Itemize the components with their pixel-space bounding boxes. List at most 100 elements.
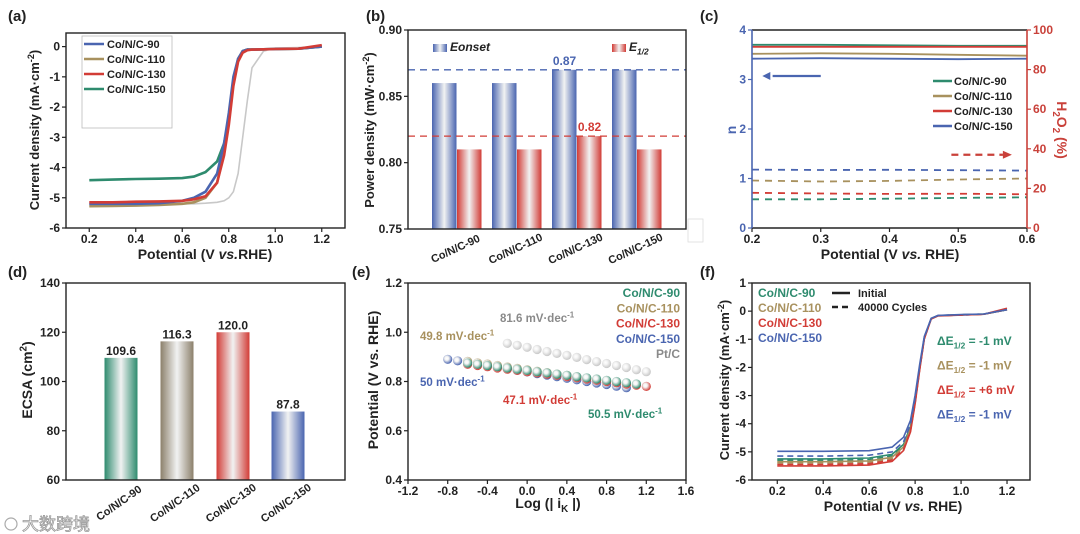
value-label: 116.3 — [162, 327, 192, 341]
y-tick-label: 3 — [739, 73, 746, 87]
delta-e-label: ΔE1/2 = -1 mV — [937, 359, 1012, 376]
text-segment: Current density (mA·cm — [717, 312, 732, 460]
text-segment: 1/2 — [954, 341, 966, 351]
category-label: Co/N/C-110 — [487, 232, 545, 267]
y2-tick-label: 20 — [1033, 181, 1047, 195]
x-tick-label: 1.6 — [678, 484, 695, 498]
text-segment: 2 — [18, 345, 29, 351]
x-tick-label: 1.0 — [267, 232, 284, 246]
data-point — [522, 342, 532, 352]
n-line — [751, 57, 1028, 61]
y-tick-label: -4 — [735, 417, 746, 431]
x-tick-label: 0.6 — [1019, 232, 1036, 246]
text-segment: ΔE — [937, 383, 954, 397]
x-tick-label: 1.2 — [313, 232, 330, 246]
bar — [104, 357, 138, 480]
data-point — [542, 346, 552, 357]
series-line — [89, 43, 322, 204]
data-point — [641, 367, 651, 377]
category-label: Co/N/C-130 — [547, 231, 605, 267]
text-segment: Potential — [138, 246, 201, 262]
data-point — [532, 344, 542, 355]
text-segment: -2 — [716, 304, 726, 312]
text-segment: -1 — [570, 392, 578, 401]
slope-annotation: 50 mV·dec-1 — [420, 374, 485, 389]
text-segment: 1/2 — [637, 47, 649, 57]
y-tick-label: 0 — [739, 304, 746, 318]
text-segment: (%) — [1054, 133, 1070, 159]
text-segment: 47.1 mV·dec — [503, 395, 571, 407]
data-point — [522, 365, 532, 375]
y-tick-label: 0.85 — [379, 89, 403, 103]
text-segment: ) — [362, 52, 377, 56]
series-line — [89, 45, 322, 182]
panel-label: (c) — [700, 8, 718, 25]
text-segment: = +6 mV — [965, 383, 1014, 397]
text-segment: -1 — [478, 374, 486, 383]
watermark: 大数跨境 — [22, 515, 90, 534]
data-point — [602, 375, 612, 385]
y-tick-label: 0.4 — [385, 473, 402, 487]
x-tick-label: 0.8 — [220, 232, 237, 246]
data-point — [542, 368, 552, 378]
y-axis-label: ECSA (cm2) — [18, 341, 35, 418]
x-tick-label: 0.8 — [598, 484, 615, 498]
legend-label: Co/N/C-130 — [954, 106, 1013, 118]
y-tick-label: -1 — [735, 332, 746, 346]
bar — [612, 69, 637, 229]
x-tick-label: 0.4 — [881, 232, 898, 246]
panel-d: (d) 109.6 Co/N/C-90 116.3 Co/N/C-110 120.0 Co/… — [4, 264, 346, 534]
text-segment: Power density (mW·cm — [362, 65, 377, 208]
data-point — [631, 365, 642, 375]
data-point — [512, 340, 522, 350]
y2-tick-label: 0 — [1033, 221, 1040, 235]
text-segment: Log (| i — [515, 495, 561, 511]
panel-label: (a) — [8, 8, 26, 25]
text-segment: 1/2 — [954, 414, 966, 424]
n-line — [751, 52, 1028, 57]
y-tick-label: 80 — [47, 424, 61, 438]
y-axis-label: Potential (V vs. RHE) — [365, 311, 381, 449]
text-segment: RHE) — [924, 498, 962, 514]
delta-e-label: ΔE1/2 = -1 mV — [937, 408, 1012, 425]
y-tick-label: -6 — [735, 473, 746, 487]
data-point — [621, 378, 632, 388]
text-segment: Potential (V vs. RHE) — [365, 311, 381, 449]
arrow-right-icon — [1002, 150, 1012, 159]
text-segment: 1/2 — [954, 390, 966, 400]
bar — [271, 411, 305, 480]
text-segment: RHE) — [238, 246, 272, 262]
h2o2-line — [751, 177, 1028, 183]
y-tick-label: 1 — [739, 172, 746, 186]
value-annotation: 0.82 — [578, 120, 602, 134]
x-tick-label: -0.8 — [437, 484, 458, 498]
arrow-left-icon — [762, 72, 771, 81]
text-segment: 1/2 — [954, 365, 966, 375]
y2-tick-label: 40 — [1033, 142, 1047, 156]
category-label: Co/N/C-130 — [204, 482, 259, 525]
legend-label: Co/N/C-110 — [617, 301, 681, 315]
x-axis-label: Potential (V vs. RHE) — [821, 246, 960, 262]
bar — [552, 69, 577, 229]
y-tick-label: 1.2 — [385, 276, 402, 290]
y-tick-label: 1.0 — [385, 325, 402, 339]
y-axis-label: Power density (mW·cm-2) — [361, 52, 377, 207]
legend-label: Co/N/C-150 — [616, 332, 680, 346]
legend-box — [81, 35, 173, 129]
category-label: Co/N/C-110 — [148, 482, 202, 525]
h2o2-line — [751, 168, 1028, 172]
text-segment: H — [1054, 101, 1070, 111]
x-axis-label: Log (| iK |) — [515, 495, 580, 515]
data-point — [572, 372, 582, 382]
text-segment: vs. — [219, 246, 238, 262]
text-segment: Potential (V — [821, 246, 902, 262]
panel-c: (c) Co/N/C-90 Co/N/C-110 Co/N/C-130 Co/N/C-1… — [700, 8, 1070, 262]
legend-label: Eonset — [450, 40, 491, 54]
text-segment: = -1 mV — [965, 408, 1011, 422]
text-segment: = -1 mV — [965, 359, 1011, 373]
legend-label: E1/2 — [629, 40, 649, 57]
y-axis-label: Current density (mA·cm-2) — [26, 50, 42, 211]
y-tick-label: 1 — [739, 276, 746, 290]
text-segment: 50 mV·dec — [420, 377, 478, 389]
